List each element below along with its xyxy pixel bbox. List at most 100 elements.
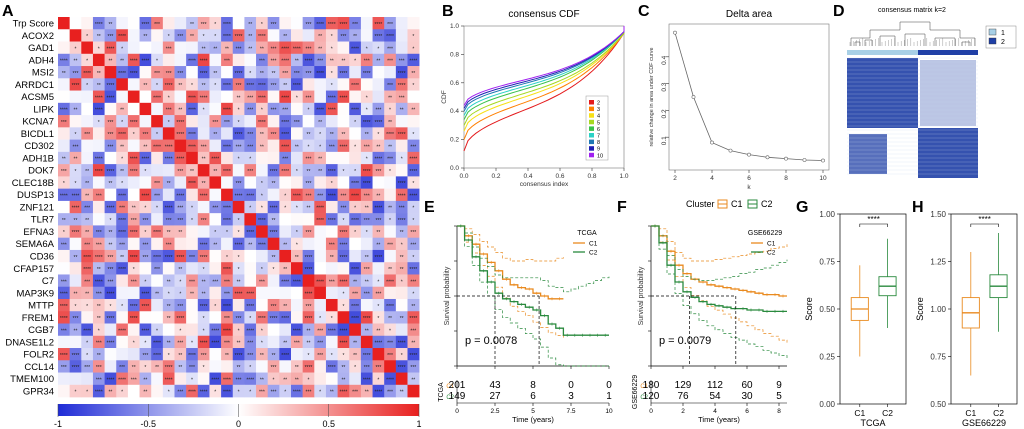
heatmap-cell — [81, 372, 94, 386]
heatmap-cell — [104, 102, 117, 116]
heatmap-cell — [337, 17, 350, 30]
heatmap-cell — [209, 249, 222, 263]
significance-mark: * — [203, 267, 205, 273]
ci-lower-C1 — [457, 225, 564, 338]
heatmap-cell — [58, 188, 70, 202]
heatmap-cell — [407, 41, 420, 55]
heatmap-cell — [384, 176, 397, 189]
significance-mark: **** — [246, 328, 254, 334]
significance-mark: * — [331, 46, 333, 52]
heatmap-cell — [232, 225, 245, 238]
heatmap-cell — [267, 115, 280, 128]
significance-mark: ** — [353, 353, 357, 359]
significance-mark: * — [377, 304, 379, 310]
significance-mark: **** — [316, 279, 324, 285]
heatmap-cell — [302, 115, 315, 128]
matrix-block-1 — [847, 58, 918, 128]
significance-mark: ** — [330, 255, 334, 261]
y-axis-label: CDF — [441, 90, 448, 103]
heatmap-cell — [267, 249, 280, 263]
heatmap-cell — [256, 348, 268, 361]
significance-mark: * — [307, 377, 309, 383]
significance-mark: ** — [260, 132, 264, 138]
y-tick-label: 0.75 — [930, 353, 946, 362]
heatmap-cell — [325, 213, 338, 226]
heatmap-cell — [267, 348, 280, 361]
heatmap-cell — [221, 200, 234, 214]
heatmap-cell — [244, 164, 257, 177]
heatmap-cell — [384, 17, 397, 30]
significance-mark: ** — [272, 255, 276, 261]
significance-mark: * — [86, 83, 88, 89]
significance-mark: *** — [96, 292, 102, 298]
significance-mark: **** — [398, 132, 406, 138]
significance-mark: *** — [247, 144, 253, 150]
risk-row-label: C1 — [446, 384, 454, 390]
significance-mark: **** — [328, 169, 336, 175]
significance-mark: **** — [258, 243, 266, 249]
heatmap-cell — [360, 335, 373, 349]
heatmap-cell — [360, 348, 373, 361]
heatmap-cell — [151, 176, 164, 189]
legend-label: C2 — [767, 250, 776, 257]
heatmap-cell — [279, 348, 292, 361]
colorbar-tick-label: 0.5 — [322, 419, 335, 429]
heatmap-cell — [232, 66, 245, 79]
heatmap-cell — [127, 384, 140, 398]
heatmap-cell — [139, 249, 152, 263]
heatmap-cell — [302, 200, 315, 214]
significance-mark: **** — [305, 255, 313, 261]
significance-mark: ** — [225, 353, 229, 359]
heatmap-cell — [127, 200, 140, 214]
significance-mark: **** — [107, 377, 115, 383]
heatmap-cell — [221, 41, 234, 55]
risk-x-tick-label: 4 — [713, 408, 717, 415]
heatmap-cell — [360, 17, 373, 30]
row-label: ADH1B — [22, 153, 54, 164]
heatmap-cell — [384, 274, 397, 288]
heatmap-cell — [232, 298, 245, 312]
significance-mark: **** — [316, 22, 324, 28]
heatmap-cell — [325, 176, 338, 189]
heatmap-cell — [291, 200, 303, 214]
significance-mark: * — [354, 230, 356, 236]
heatmap-cell — [221, 213, 234, 226]
significance-mark: ** — [318, 157, 322, 163]
risk-count: 112 — [707, 380, 723, 391]
heatmap-cell — [256, 29, 268, 42]
heatmap-cell — [186, 311, 199, 324]
significance-mark: **** — [188, 144, 196, 150]
heatmap-cell — [291, 311, 303, 324]
heatmap-cell — [267, 311, 280, 324]
significance-mark: *** — [108, 267, 114, 273]
ci-upper-C1 — [651, 225, 788, 262]
heatmap-cell — [279, 335, 292, 349]
significance-mark: **** — [165, 83, 173, 89]
heatmap-cell — [116, 335, 129, 349]
heatmap-cell — [92, 249, 105, 263]
significance-mark: ** — [330, 132, 334, 138]
heatmap-cell — [244, 200, 257, 214]
significance-mark: * — [354, 206, 356, 212]
risk-count: 3 — [568, 391, 574, 402]
significance-mark: * — [214, 390, 216, 396]
heatmap-cell — [232, 151, 245, 165]
significance-label: **** — [867, 215, 879, 224]
heatmap-cell — [127, 139, 140, 153]
significance-mark: * — [144, 341, 146, 347]
heatmap-cell — [291, 41, 303, 55]
significance-mark: *** — [410, 365, 416, 371]
significance-mark: **** — [328, 193, 336, 199]
heatmap-cell — [407, 78, 420, 91]
significance-mark: ** — [237, 341, 241, 347]
significance-mark: **** — [316, 218, 324, 224]
heatmap-cell — [197, 348, 210, 361]
heatmap-cell — [58, 151, 70, 165]
heatmap-cell — [162, 127, 175, 140]
heatmap-cell — [256, 237, 268, 251]
heatmap-cell — [162, 311, 175, 324]
heatmap-cell — [349, 323, 362, 337]
heatmap-cell — [314, 115, 327, 128]
heatmap-cell — [407, 102, 420, 116]
